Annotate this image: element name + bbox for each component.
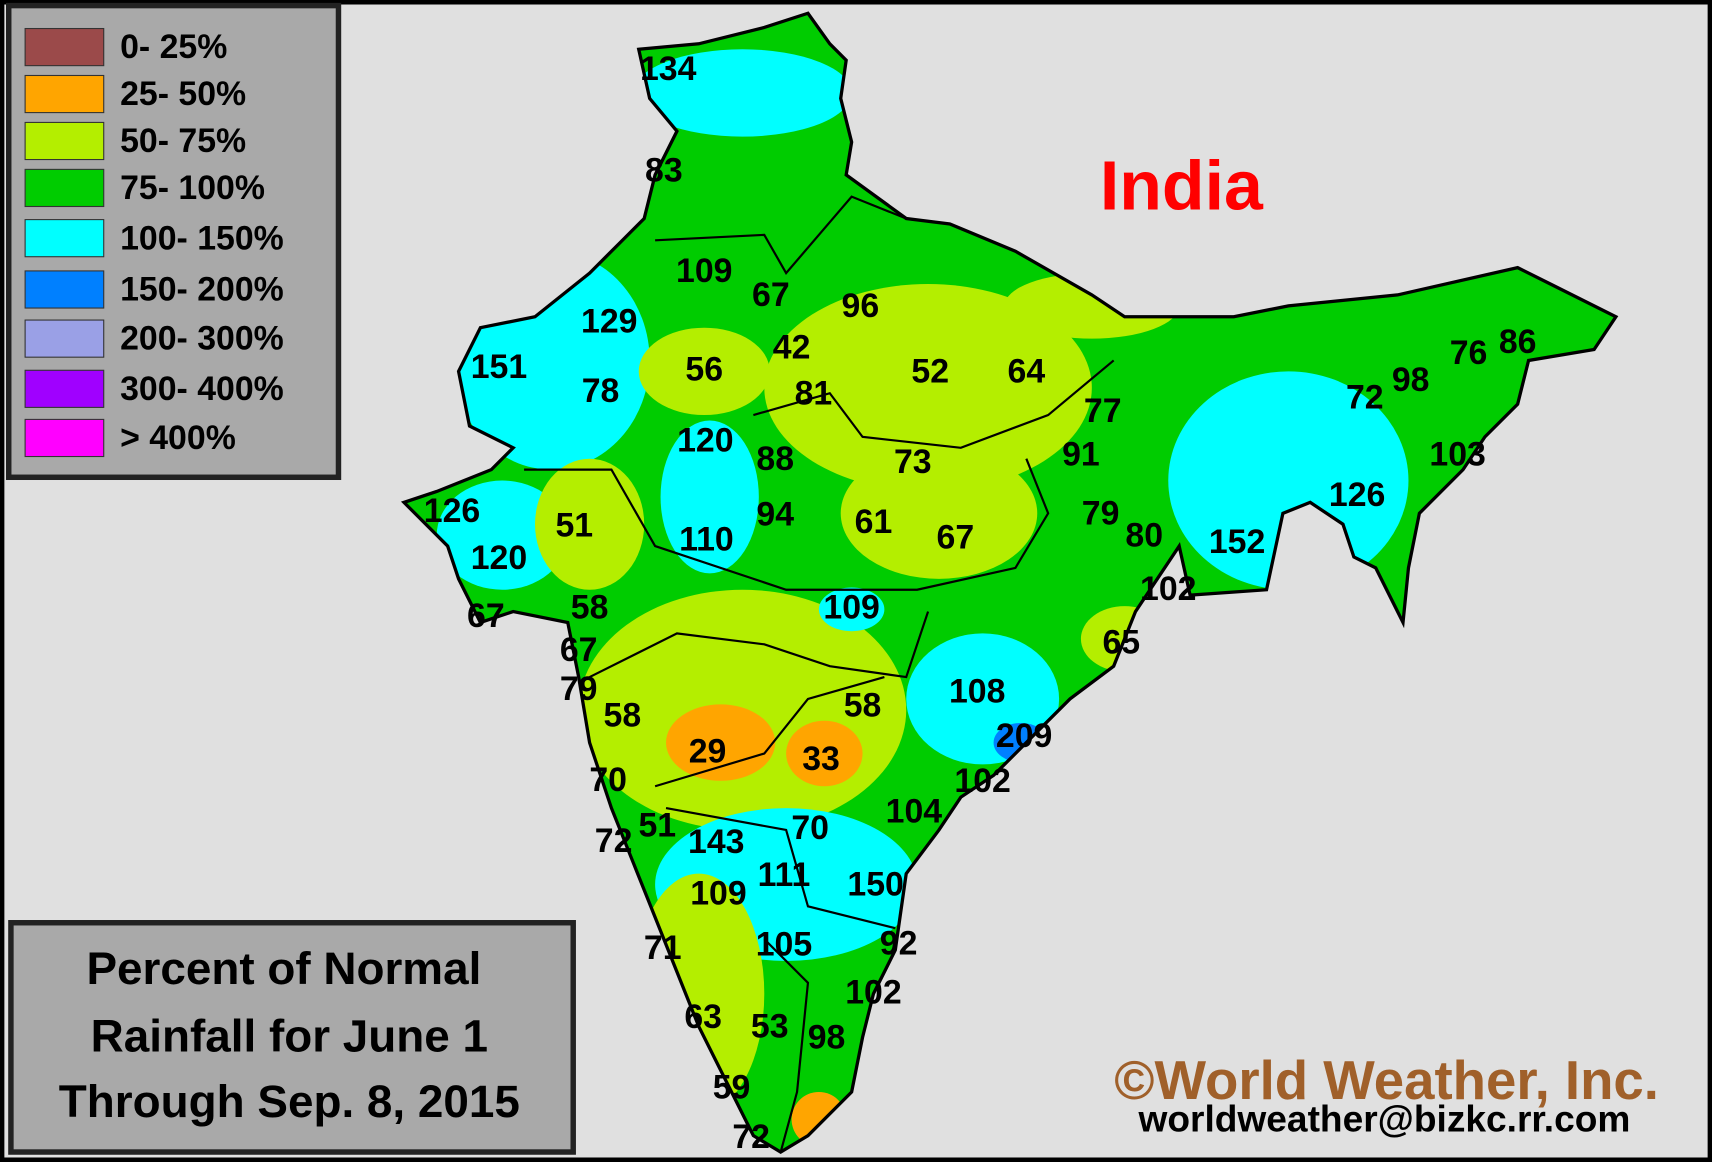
rainfall-label: 78 (582, 372, 620, 410)
rainfall-label: 102 (1140, 570, 1196, 608)
rainfall-label: 143 (688, 823, 744, 861)
legend-label: 50- 75% (120, 122, 246, 160)
rainfall-label: 58 (844, 687, 882, 725)
rainfall-label: 58 (604, 696, 642, 734)
rainfall-label: 83 (645, 152, 683, 190)
rainfall-label: 110 (679, 521, 734, 559)
legend-label: 25- 50% (120, 75, 246, 113)
rainfall-label: 80 (1125, 516, 1163, 554)
rainfall-label: 109 (690, 874, 746, 912)
rainfall-label: 56 (685, 350, 723, 388)
legend-label: 100- 150% (120, 219, 284, 257)
rainfall-label: 72 (595, 822, 633, 860)
rainfall-label: 29 (689, 732, 727, 770)
email: worldweather@bizkc.rr.com (1137, 1097, 1630, 1139)
rainfall-label: 65 (1102, 623, 1140, 661)
rainfall-label: 108 (949, 672, 1005, 710)
legend-swatch (24, 319, 105, 358)
rainfall-label: 52 (911, 352, 949, 390)
legend-swatch (24, 219, 105, 258)
rainfall-label: 94 (756, 496, 794, 534)
rainfall-label: 152 (1209, 523, 1265, 561)
legend-swatch (24, 369, 105, 408)
rainfall-label: 59 (713, 1069, 751, 1107)
legend-swatch (24, 121, 105, 161)
rainfall-label: 98 (1392, 361, 1430, 399)
rainfall-label: 73 (894, 443, 932, 481)
rainfall-label: 63 (684, 998, 722, 1036)
legend-label: 300- 400% (120, 370, 284, 408)
copyright: ©World Weather, Inc. (1114, 1050, 1659, 1111)
rainfall-label: 105 (756, 926, 812, 964)
rainfall-label: 126 (1329, 476, 1385, 514)
rainfall-label: 53 (751, 1008, 789, 1046)
rainfall-label: 51 (638, 807, 676, 845)
legend-swatch (24, 168, 105, 208)
legend-label: 75- 100% (120, 169, 265, 207)
rainfall-label: 61 (855, 503, 893, 541)
state-borders (524, 195, 1115, 1153)
rainfall-label: 120 (471, 539, 527, 577)
rainfall-label: 151 (471, 348, 527, 386)
rainfall-label: 33 (802, 740, 840, 778)
legend-label: 200- 300% (120, 320, 284, 358)
rainfall-label: 70 (589, 761, 627, 799)
rainfall-label: 67 (560, 631, 598, 669)
rainfall-label: 88 (756, 440, 794, 478)
rainfall-label: 129 (581, 302, 637, 340)
legend-label: > 400% (120, 419, 236, 457)
legend-swatch (24, 270, 105, 309)
rainfall-label: 77 (1084, 392, 1122, 430)
rainfall-label: 70 (791, 809, 829, 847)
rainfall-label: 104 (886, 792, 943, 830)
rainfall-label: 72 (732, 1118, 770, 1156)
rainfall-label: 76 (1450, 334, 1488, 372)
rainfall-label: 79 (560, 670, 598, 708)
caption-line: Rainfall for June 1 (91, 1010, 488, 1062)
rainfall-label: 96 (842, 287, 880, 325)
rainfall-label: 67 (937, 518, 975, 556)
rainfall-label: 98 (808, 1019, 846, 1057)
rainfall-label: 67 (467, 597, 505, 635)
rainfall-label: 79 (1082, 494, 1120, 532)
rainfall-label: 58 (571, 588, 609, 626)
rainfall-label: 209 (996, 717, 1052, 755)
rainfall-label: 64 (1008, 352, 1046, 390)
caption-box (8, 920, 576, 1155)
rainfall-label: 67 (752, 276, 790, 314)
rainfall-label: 51 (555, 506, 593, 544)
legend-label: 0- 25% (120, 28, 227, 66)
rainfall-label: 109 (676, 252, 732, 290)
legend-label: 150- 200% (120, 271, 284, 309)
rainfall-label: 91 (1062, 435, 1100, 473)
legend-swatch (24, 27, 105, 67)
rainfall-label: 72 (1346, 379, 1384, 417)
caption-line: Percent of Normal (86, 942, 481, 994)
rainfall-label: 150 (847, 866, 903, 904)
rainfall-label: 111 (758, 856, 811, 894)
legend: 0- 25% 25- 50% 50- 75% 75- 100% 100- 150% 150… (24, 27, 284, 458)
rainfall-label: 120 (677, 421, 733, 459)
rainfall-label: 81 (795, 374, 833, 412)
rainfall-label: 102 (845, 974, 901, 1012)
rainfall-label: 103 (1429, 435, 1485, 473)
legend-swatch (24, 418, 105, 458)
rainfall-label: 126 (424, 492, 480, 530)
rainfall-label: 86 (1499, 323, 1537, 361)
legend-swatch (24, 74, 105, 114)
rainfall-label: 42 (773, 328, 811, 366)
map-title: India (1100, 147, 1264, 225)
rainfall-label: 134 (640, 50, 697, 88)
rainfall-label: 109 (823, 588, 879, 626)
rainfall-label: 102 (954, 762, 1010, 800)
caption-line: Through Sep. 8, 2015 (59, 1075, 520, 1127)
rainfall-label: 92 (880, 925, 918, 963)
rainfall-label: 71 (644, 929, 682, 967)
